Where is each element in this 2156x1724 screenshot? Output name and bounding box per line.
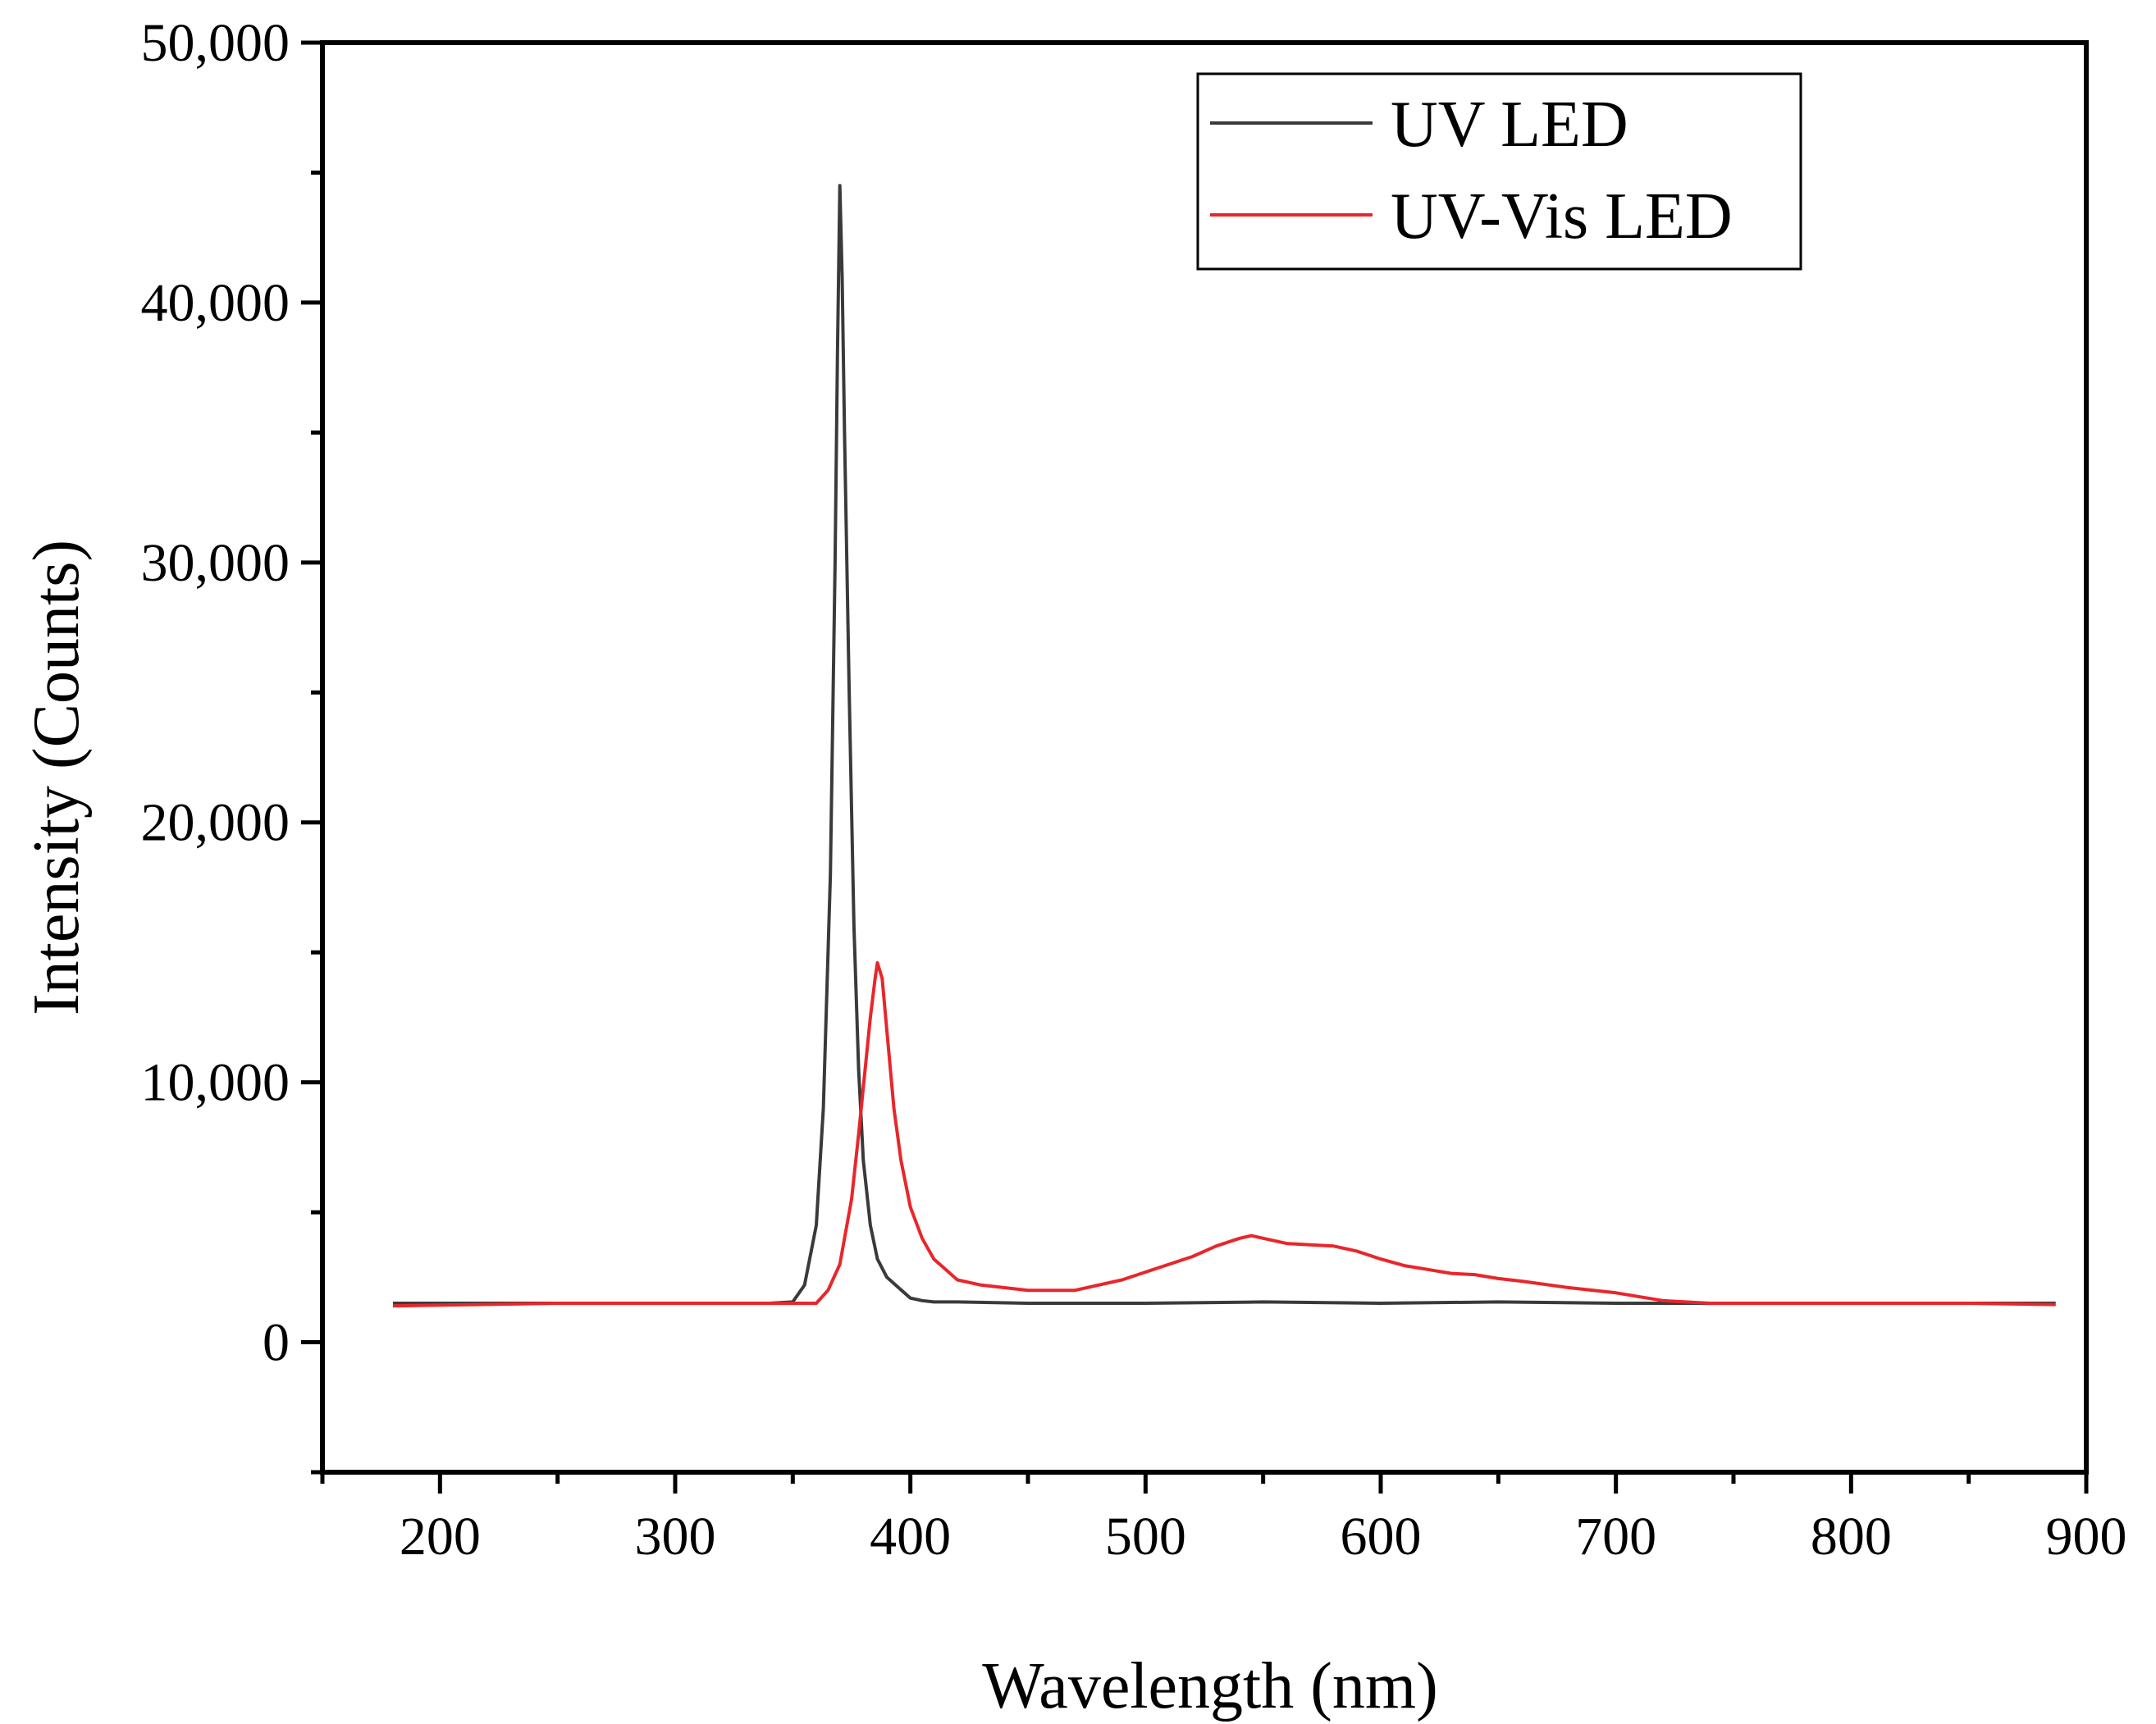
x-tick-label-800: 800 xyxy=(1811,1507,1892,1567)
legend-label-uv-vis-led: UV-Vis LED xyxy=(1391,180,1733,253)
y-tick-label-30000: 30,000 xyxy=(141,533,290,593)
x-tick-label-200: 200 xyxy=(400,1507,481,1567)
x-tick-label-700: 700 xyxy=(1575,1507,1656,1567)
legend: UV LED UV-Vis LED xyxy=(1196,72,1802,271)
y-tick-label-40000: 40,000 xyxy=(141,273,290,333)
x-tick-label-600: 600 xyxy=(1341,1507,1422,1567)
x-tick-label-500: 500 xyxy=(1105,1507,1186,1567)
series-line-uv-led xyxy=(393,184,2056,1305)
y-axis-title: Intensity (Counts) xyxy=(21,540,93,1015)
legend-label-uv-led: UV LED xyxy=(1391,89,1628,161)
y-tick-label-10000: 10,000 xyxy=(141,1053,290,1113)
y-tick-label-50000: 50,000 xyxy=(141,13,290,73)
series-layer xyxy=(392,184,2056,1308)
x-axis-ticks: 200 300 400 500 600 700 800 900 xyxy=(320,1472,2127,1567)
y-tick-label-0: 0 xyxy=(263,1313,290,1373)
x-axis-title: Wavelength (nm) xyxy=(982,1650,1438,1722)
x-tick-label-300: 300 xyxy=(635,1507,716,1567)
series-line-uv-vis-led xyxy=(392,960,2056,1308)
y-axis-ticks: 0 10,000 20,000 30,000 40,000 50,000 xyxy=(141,13,322,1475)
plot-frame xyxy=(320,40,2089,1475)
plot-area xyxy=(320,40,2089,1475)
x-tick-label-900: 900 xyxy=(2046,1507,2127,1567)
x-tick-label-400: 400 xyxy=(870,1507,951,1567)
legend-box xyxy=(1196,72,1802,271)
y-tick-label-20000: 20,000 xyxy=(141,793,290,853)
